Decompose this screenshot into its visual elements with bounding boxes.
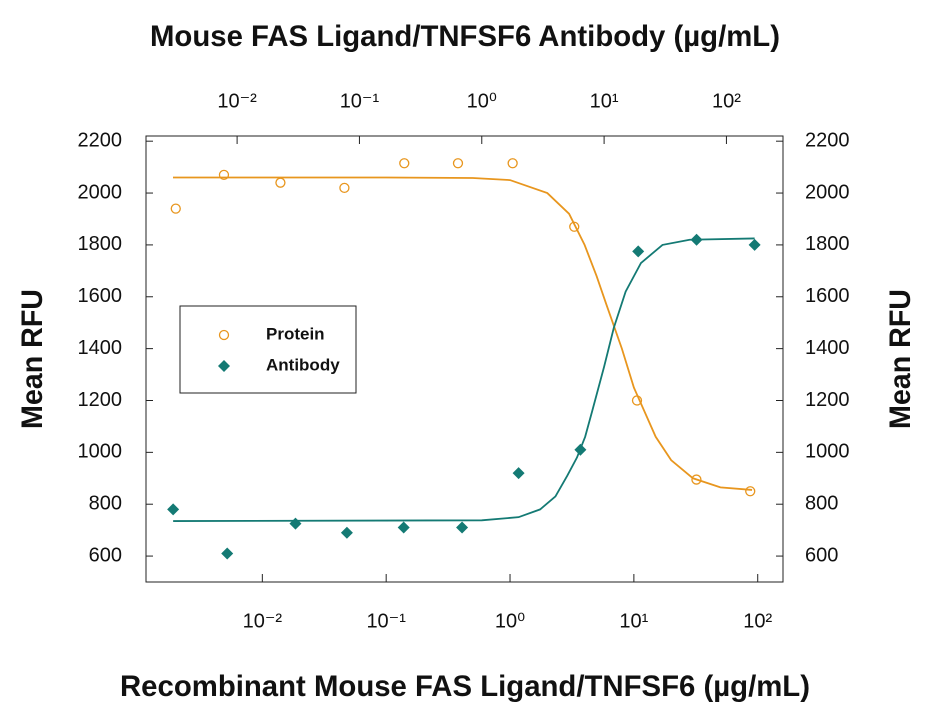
legend-label: Protein xyxy=(266,324,325,343)
y2-tick-label: 800 xyxy=(805,492,838,514)
y2-tick-label: 1000 xyxy=(805,441,850,463)
x-tick-label: 10⁰ xyxy=(495,610,525,632)
y-tick-label: 2000 xyxy=(78,181,123,203)
y2-tick-label: 1200 xyxy=(805,389,850,411)
y-axis-label: Mean RFU xyxy=(16,289,49,429)
legend-marker xyxy=(218,360,230,372)
x-axis-label: Recombinant Mouse FAS Ligand/TNFSF6 (µg/… xyxy=(120,670,810,703)
x-tick-label: 10⁻² xyxy=(243,610,283,632)
data-point xyxy=(167,503,180,516)
y-tick-label: 600 xyxy=(89,544,122,566)
data-point xyxy=(631,395,643,406)
chart-title: Mouse FAS Ligand/TNFSF6 Antibody (µg/mL) xyxy=(150,20,780,53)
y2-tick-label: 600 xyxy=(805,544,838,566)
data-point xyxy=(289,517,302,530)
data-point xyxy=(340,526,353,539)
data-point xyxy=(748,238,761,251)
data-point xyxy=(456,521,469,534)
y2-tick-label: 1600 xyxy=(805,285,850,307)
y-tick-label: 1800 xyxy=(78,233,123,255)
data-point xyxy=(339,182,350,194)
x-tick-label: 10⁻¹ xyxy=(366,610,406,632)
data-point xyxy=(397,521,410,534)
x2-tick-label: 10⁻¹ xyxy=(340,90,380,112)
y-tick-label: 1400 xyxy=(78,337,123,359)
y-tick-label: 1200 xyxy=(78,389,123,411)
data-point xyxy=(632,245,645,258)
data-point xyxy=(569,221,580,232)
data-point xyxy=(745,486,756,497)
y-tick-label: 800 xyxy=(89,492,122,514)
legend-label: Antibody xyxy=(266,355,340,374)
x-tick-label: 10¹ xyxy=(619,610,648,632)
x2-tick-label: 10⁰ xyxy=(467,90,497,112)
plot-frame xyxy=(145,135,784,583)
y-tick-label: 1600 xyxy=(78,285,123,307)
data-point xyxy=(452,158,464,169)
data-point xyxy=(690,233,703,246)
x-tick-label: 10² xyxy=(743,610,772,632)
data-point xyxy=(507,158,518,169)
data-point xyxy=(574,443,587,456)
data-point xyxy=(399,158,410,169)
legend-marker xyxy=(218,329,230,341)
x2-tick-label: 10⁻² xyxy=(217,90,257,112)
data-point xyxy=(512,467,525,480)
y-tick-label: 1000 xyxy=(78,441,123,463)
fit-curve xyxy=(173,176,753,491)
x2-tick-label: 10¹ xyxy=(590,90,619,112)
data-point xyxy=(170,203,181,214)
y2-tick-label: 1400 xyxy=(805,337,850,359)
y-tick-label: 2200 xyxy=(78,129,123,151)
data-point xyxy=(691,474,702,485)
legend-box xyxy=(179,305,357,394)
y2-tick-label: 2000 xyxy=(805,181,850,203)
x2-tick-label: 10² xyxy=(712,90,741,112)
y2-axis-label: Mean RFU xyxy=(884,289,917,429)
data-point xyxy=(221,547,234,560)
y2-tick-label: 2200 xyxy=(805,129,850,151)
fit-curve xyxy=(173,237,755,522)
y2-tick-label: 1800 xyxy=(805,233,850,255)
data-point xyxy=(218,169,230,181)
data-point xyxy=(275,177,286,188)
